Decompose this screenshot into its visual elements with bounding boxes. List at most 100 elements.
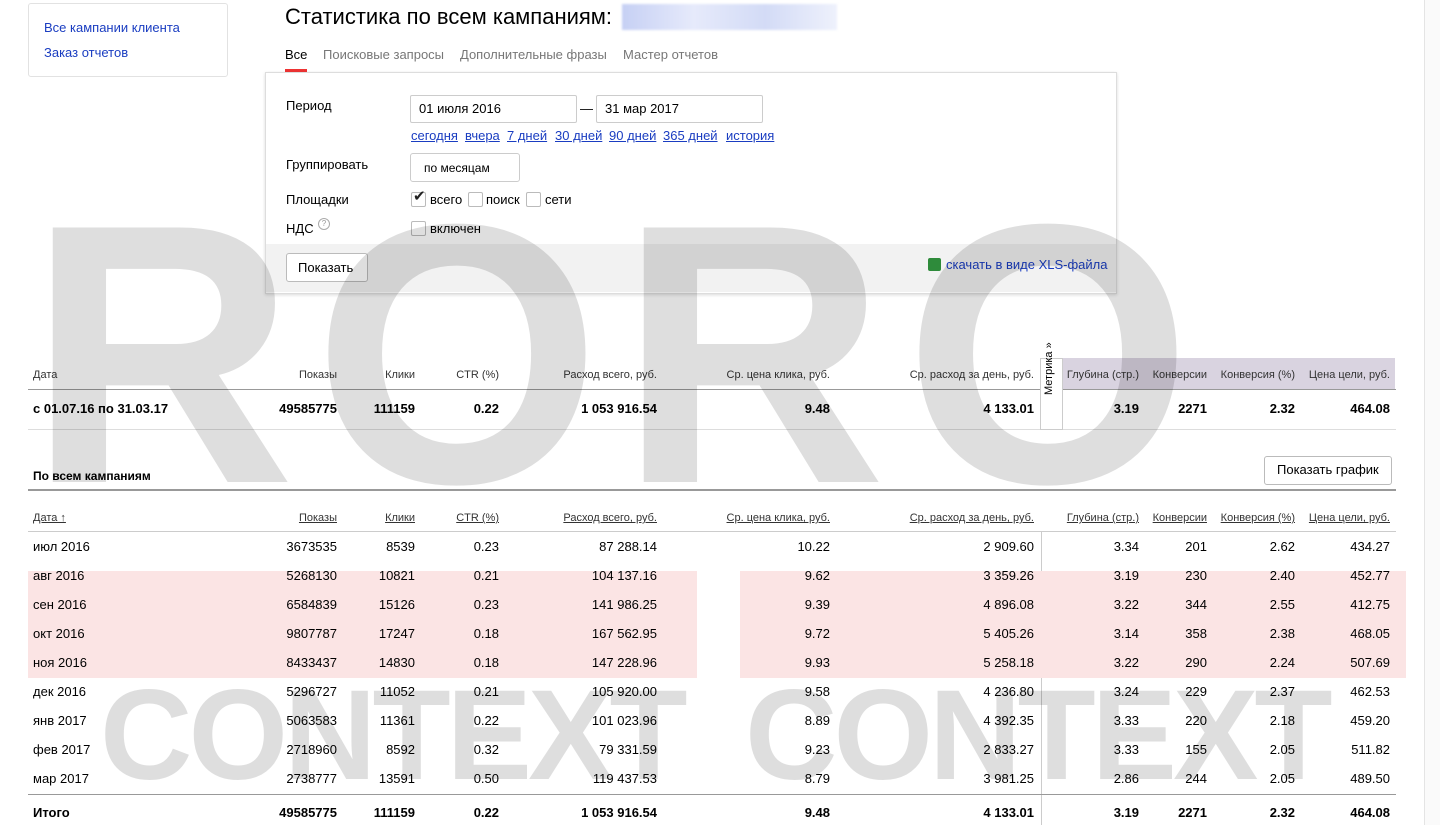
tab[interactable]: Поисковые запросы: [323, 47, 445, 62]
column-header[interactable]: Расход всего, руб.: [563, 512, 657, 524]
checkbox-label[interactable]: сети: [545, 192, 572, 207]
table-cell: 2738777: [286, 771, 337, 786]
table-cell: 0.21: [473, 684, 499, 699]
date-input[interactable]: [596, 95, 763, 123]
column-header: CTR (%): [456, 369, 499, 381]
table-cell: 104 137.16: [591, 568, 657, 583]
table-cell: 507.69: [1350, 655, 1390, 670]
label: Группировать: [286, 157, 369, 172]
total-cell: 464.08: [1350, 805, 1390, 820]
quick-link[interactable]: 30 дней: [555, 128, 603, 143]
dash: —: [580, 101, 593, 116]
group-select[interactable]: [410, 153, 520, 182]
table-cell: 0.32: [473, 742, 499, 757]
form-footer: [266, 244, 1116, 292]
table-cell: 147 228.96: [591, 655, 657, 670]
checkbox[interactable]: [468, 192, 483, 207]
download-link[interactable]: скачать в виде XLS-файла: [946, 257, 1108, 272]
table-cell: 10.22: [797, 539, 830, 554]
table-cell: 0.18: [473, 626, 499, 641]
column-header[interactable]: Конверсия (%): [1220, 512, 1295, 524]
table-cell: 9.23: [804, 742, 830, 757]
table-cell: 0.22: [473, 713, 499, 728]
total-cell: 111159: [373, 805, 415, 820]
table-cell: 101 023.96: [591, 713, 657, 728]
table-cell: 2.86: [1113, 771, 1139, 786]
checkbox[interactable]: ✔: [411, 188, 426, 207]
show-button[interactable]: [286, 253, 368, 282]
table-cell: 344: [1185, 597, 1207, 612]
table-cell: 0.23: [473, 597, 499, 612]
tab[interactable]: Мастер отчетов: [623, 47, 718, 62]
table-cell: 167 562.95: [591, 626, 657, 641]
table-cell: окт 2016: [33, 626, 85, 641]
summary-cell: 0.22: [473, 401, 499, 416]
table-cell: 511.82: [1351, 742, 1390, 757]
table-cell: 2.37: [1269, 684, 1295, 699]
quick-link[interactable]: история: [726, 128, 775, 143]
summary-cell: 4 133.01: [983, 401, 1034, 416]
checkmark: ✔: [413, 188, 426, 205]
quick-link[interactable]: сегодня: [411, 128, 458, 143]
quick-link[interactable]: вчера: [465, 128, 500, 143]
table-cell: 2718960: [286, 742, 337, 757]
chart-button[interactable]: [1264, 456, 1392, 485]
table-cell: 2.18: [1269, 713, 1295, 728]
table-cell: 2 833.27: [983, 742, 1034, 757]
table-cell: 4 392.35: [983, 713, 1034, 728]
date-input[interactable]: [410, 95, 577, 123]
table-cell: 3.33: [1113, 713, 1139, 728]
help-icon[interactable]: ?: [318, 218, 330, 230]
sidebar: [28, 3, 228, 77]
column-header[interactable]: Цена цели, руб.: [1308, 512, 1390, 524]
table-cell: 141 986.25: [591, 597, 657, 612]
column-header[interactable]: Конверсии: [1152, 512, 1207, 524]
column-header[interactable]: Ср. цена клика, руб.: [726, 512, 830, 524]
quick-link[interactable]: 90 дней: [609, 128, 657, 143]
total-cell: 1 053 916.54: [581, 805, 657, 820]
label: Период: [286, 98, 332, 113]
table-cell: 2.55: [1269, 597, 1295, 612]
highlight: [740, 571, 1406, 678]
column-header: Конверсия (%): [1220, 369, 1295, 381]
table-cell: 15126: [378, 597, 415, 612]
tab[interactable]: Все: [285, 47, 308, 62]
table-cell: 0.21: [473, 568, 499, 583]
sidebar-link[interactable]: Все кампании клиента: [44, 20, 180, 35]
checkbox[interactable]: [526, 192, 541, 207]
select-value[interactable]: по месяцам: [424, 161, 490, 175]
column-header[interactable]: Клики: [385, 512, 415, 524]
scrollbar[interactable]: [1424, 0, 1440, 825]
button-label[interactable]: Показать: [298, 260, 354, 275]
total-cell: 2271: [1178, 805, 1207, 820]
column-header[interactable]: CTR (%): [456, 512, 499, 524]
tab[interactable]: Дополнительные фразы: [460, 47, 607, 62]
table-cell: авг 2016: [33, 568, 85, 583]
table-cell: 5268130: [286, 568, 337, 583]
table-cell: 9.58: [804, 684, 830, 699]
table-cell: 8.79: [804, 771, 830, 786]
table-cell: 220: [1185, 713, 1207, 728]
checkbox-label[interactable]: включен: [430, 221, 481, 236]
metrika-tab[interactable]: [1040, 358, 1063, 430]
checkbox-label[interactable]: всего: [430, 192, 463, 207]
checkbox-label[interactable]: поиск: [486, 192, 520, 207]
column-header[interactable]: Ср. расход за день, руб.: [909, 512, 1034, 524]
sidebar-link[interactable]: Заказ отчетов: [44, 45, 129, 60]
column-header[interactable]: Глубина (стр.): [1066, 512, 1139, 524]
table-cell: 3 981.25: [983, 771, 1034, 786]
quick-link[interactable]: 7 дней: [507, 128, 548, 143]
column-header[interactable]: Дата ↑: [33, 512, 66, 524]
table-cell: 8433437: [286, 655, 337, 670]
metrika-tab-label[interactable]: Метрика »: [1043, 342, 1055, 395]
quick-link[interactable]: 365 дней: [663, 128, 718, 143]
checkbox[interactable]: [411, 221, 426, 236]
table-cell: 230: [1185, 568, 1207, 583]
button-label[interactable]: Показать график: [1277, 462, 1379, 477]
table-cell: 8.89: [804, 713, 830, 728]
table-cell: 0.23: [473, 539, 499, 554]
column-header[interactable]: Показы: [298, 512, 337, 524]
table-cell: 5296727: [286, 684, 337, 699]
